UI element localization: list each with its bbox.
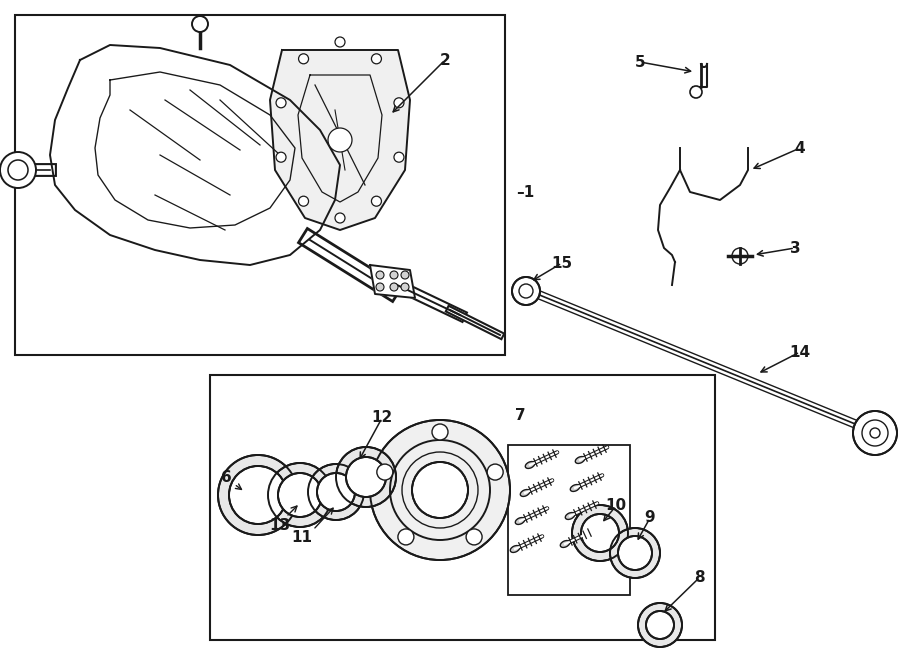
Circle shape [572,505,628,561]
Bar [210,375,715,640]
Circle shape [610,528,660,578]
Circle shape [299,196,309,206]
Circle shape [276,152,286,162]
Text: 7: 7 [515,408,526,422]
Bar [15,15,505,355]
Text: 12: 12 [372,410,392,426]
Circle shape [229,466,287,524]
Circle shape [336,447,396,507]
Text: 14: 14 [789,344,811,359]
Polygon shape [370,265,415,298]
Circle shape [317,473,355,511]
Circle shape [372,196,382,206]
Ellipse shape [510,545,519,553]
Circle shape [0,152,36,188]
Polygon shape [270,50,410,230]
Circle shape [335,213,345,223]
Circle shape [218,455,298,535]
Text: 3: 3 [789,240,800,256]
Circle shape [401,283,409,291]
Circle shape [853,411,897,455]
Circle shape [299,54,309,64]
Ellipse shape [561,541,570,547]
Circle shape [372,54,382,64]
Text: 8: 8 [694,571,705,585]
Text: 9: 9 [644,510,655,526]
Ellipse shape [565,512,575,520]
Circle shape [581,514,619,552]
Circle shape [394,152,404,162]
Ellipse shape [571,485,580,491]
Circle shape [335,37,345,47]
Circle shape [401,271,409,279]
Circle shape [328,128,352,152]
Circle shape [690,86,702,98]
Circle shape [512,277,540,305]
Text: 11: 11 [292,530,312,545]
Circle shape [394,98,404,108]
Circle shape [646,611,674,639]
Circle shape [390,283,398,291]
Text: 15: 15 [552,256,572,271]
Circle shape [192,16,208,32]
Circle shape [412,462,468,518]
Ellipse shape [526,461,535,469]
Text: –1: –1 [516,185,535,199]
Circle shape [487,464,503,480]
Circle shape [618,536,652,570]
Circle shape [278,473,322,517]
Circle shape [376,271,384,279]
Ellipse shape [575,457,585,463]
Circle shape [638,603,682,647]
Circle shape [398,529,414,545]
Circle shape [308,464,364,520]
Text: 6: 6 [220,471,231,485]
Circle shape [376,283,384,291]
Circle shape [390,271,398,279]
Circle shape [276,98,286,108]
Circle shape [346,457,386,497]
Text: 10: 10 [606,498,626,514]
Text: 2: 2 [439,52,450,68]
Circle shape [377,464,392,480]
Ellipse shape [520,490,530,496]
Text: 4: 4 [795,140,806,156]
Circle shape [432,424,448,440]
Bar [508,445,630,595]
Ellipse shape [516,518,525,524]
Circle shape [466,529,482,545]
Circle shape [268,463,332,527]
Text: 5: 5 [634,54,645,70]
Text: 13: 13 [269,518,291,532]
Circle shape [370,420,510,560]
